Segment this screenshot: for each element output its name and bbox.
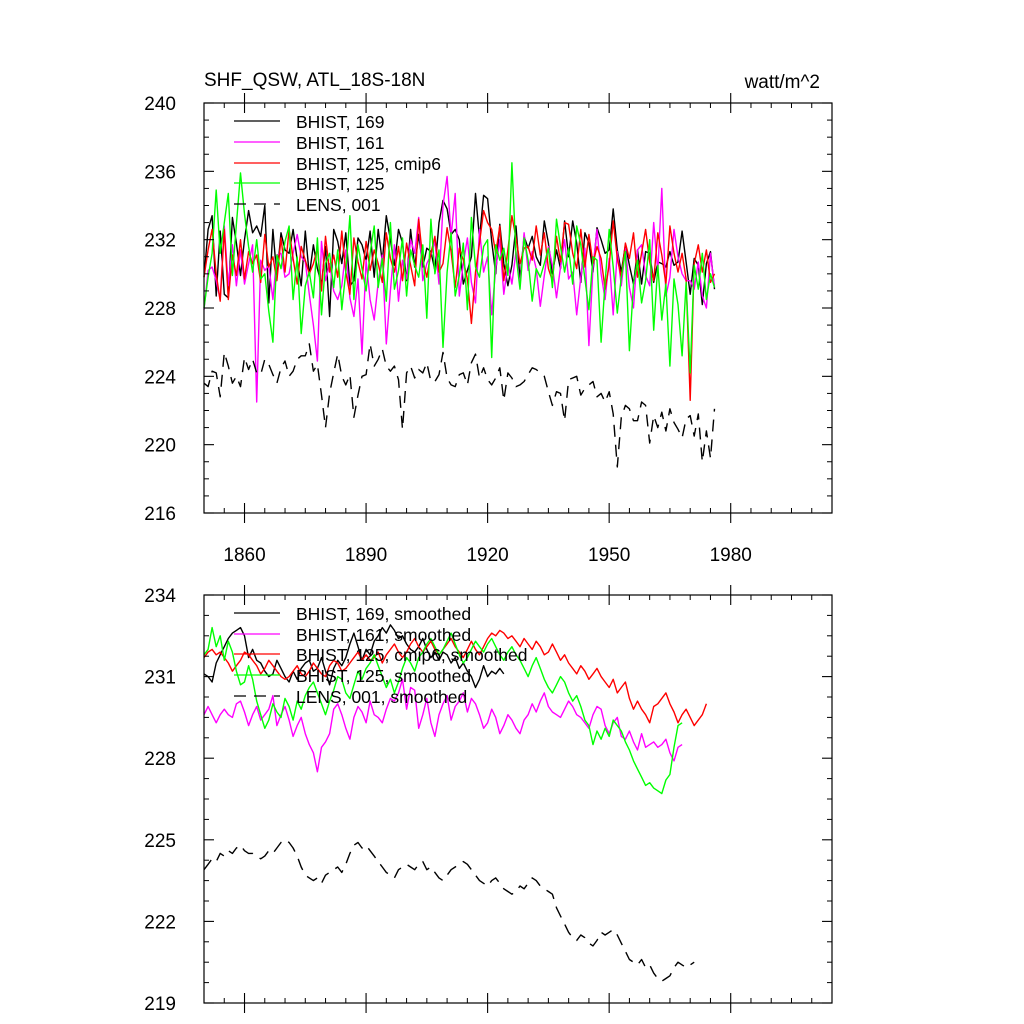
- top-panel: 216 220 224 228 232 236 240 1860 1890 1920 1950 198…: [144, 93, 833, 566]
- y-tick-label: 232: [144, 231, 176, 252]
- legend-label: BHIST, 125, smoothed: [296, 666, 471, 686]
- legend-label: LENS, 001, smoothed: [296, 687, 467, 707]
- bottom-legend: BHIST, 169, smoothed BHIST, 161, smoothe…: [234, 604, 528, 707]
- legend-label: BHIST, 161: [296, 133, 385, 153]
- legend-label: BHIST, 125, cmip6, smoothed: [296, 645, 528, 665]
- series-line-1: [203, 175, 716, 403]
- y-tick-label: 222: [144, 912, 176, 933]
- series-line-0: [203, 192, 716, 318]
- series-line-3: [203, 626, 683, 795]
- bottom-panel: 219 222 225 228 231 234 BHIST, 169, smoothed …: [144, 585, 833, 1015]
- units-label: watt/m^2: [744, 72, 820, 93]
- legend-label: LENS, 001: [296, 195, 381, 215]
- series-line-0: [203, 624, 505, 689]
- series-line-2: [203, 629, 708, 727]
- chart-title: SHF_QSW, ATL_18S-18N: [204, 70, 425, 91]
- series-line-4: [203, 343, 716, 468]
- legend-label: BHIST, 161, smoothed: [296, 625, 471, 645]
- legend-label: BHIST, 125: [296, 174, 385, 194]
- legend-label: BHIST, 125, cmip6: [296, 154, 441, 174]
- legend-label: BHIST, 169: [296, 112, 385, 132]
- x-tick-label: 1980: [710, 545, 752, 566]
- x-tick-label: 1950: [588, 545, 630, 566]
- y-tick-label: 228: [144, 749, 176, 770]
- y-tick-label: 240: [144, 94, 176, 115]
- x-tick-label: 1890: [345, 545, 387, 566]
- series-line-1: [203, 678, 683, 773]
- x-tick-label: 1860: [223, 545, 265, 566]
- y-tick-label: 236: [144, 162, 176, 183]
- series-line-4: [203, 839, 695, 982]
- top-axis-layer: 216 220 224 228 232 236 240 1860 1890 1920 1950 198…: [144, 93, 833, 566]
- series-line-3: [203, 162, 716, 374]
- legend-label: BHIST, 169, smoothed: [296, 604, 471, 624]
- bottom-series-layer: [203, 624, 708, 982]
- y-tick-label: 219: [144, 994, 176, 1015]
- top-series-layer: [203, 162, 716, 468]
- y-tick-label: 216: [144, 504, 176, 525]
- top-legend: BHIST, 169 BHIST, 161 BHIST, 125, cmip6 …: [234, 112, 441, 215]
- y-tick-label: 231: [144, 668, 176, 689]
- y-tick-label: 220: [144, 436, 176, 457]
- bottom-axis-layer: 219 222 225 228 231 234: [144, 585, 833, 1015]
- y-tick-label: 228: [144, 299, 176, 320]
- y-tick-label: 224: [144, 367, 176, 388]
- x-tick-label: 1920: [466, 545, 508, 566]
- y-tick-label: 225: [144, 831, 176, 852]
- y-tick-label: 234: [144, 586, 176, 607]
